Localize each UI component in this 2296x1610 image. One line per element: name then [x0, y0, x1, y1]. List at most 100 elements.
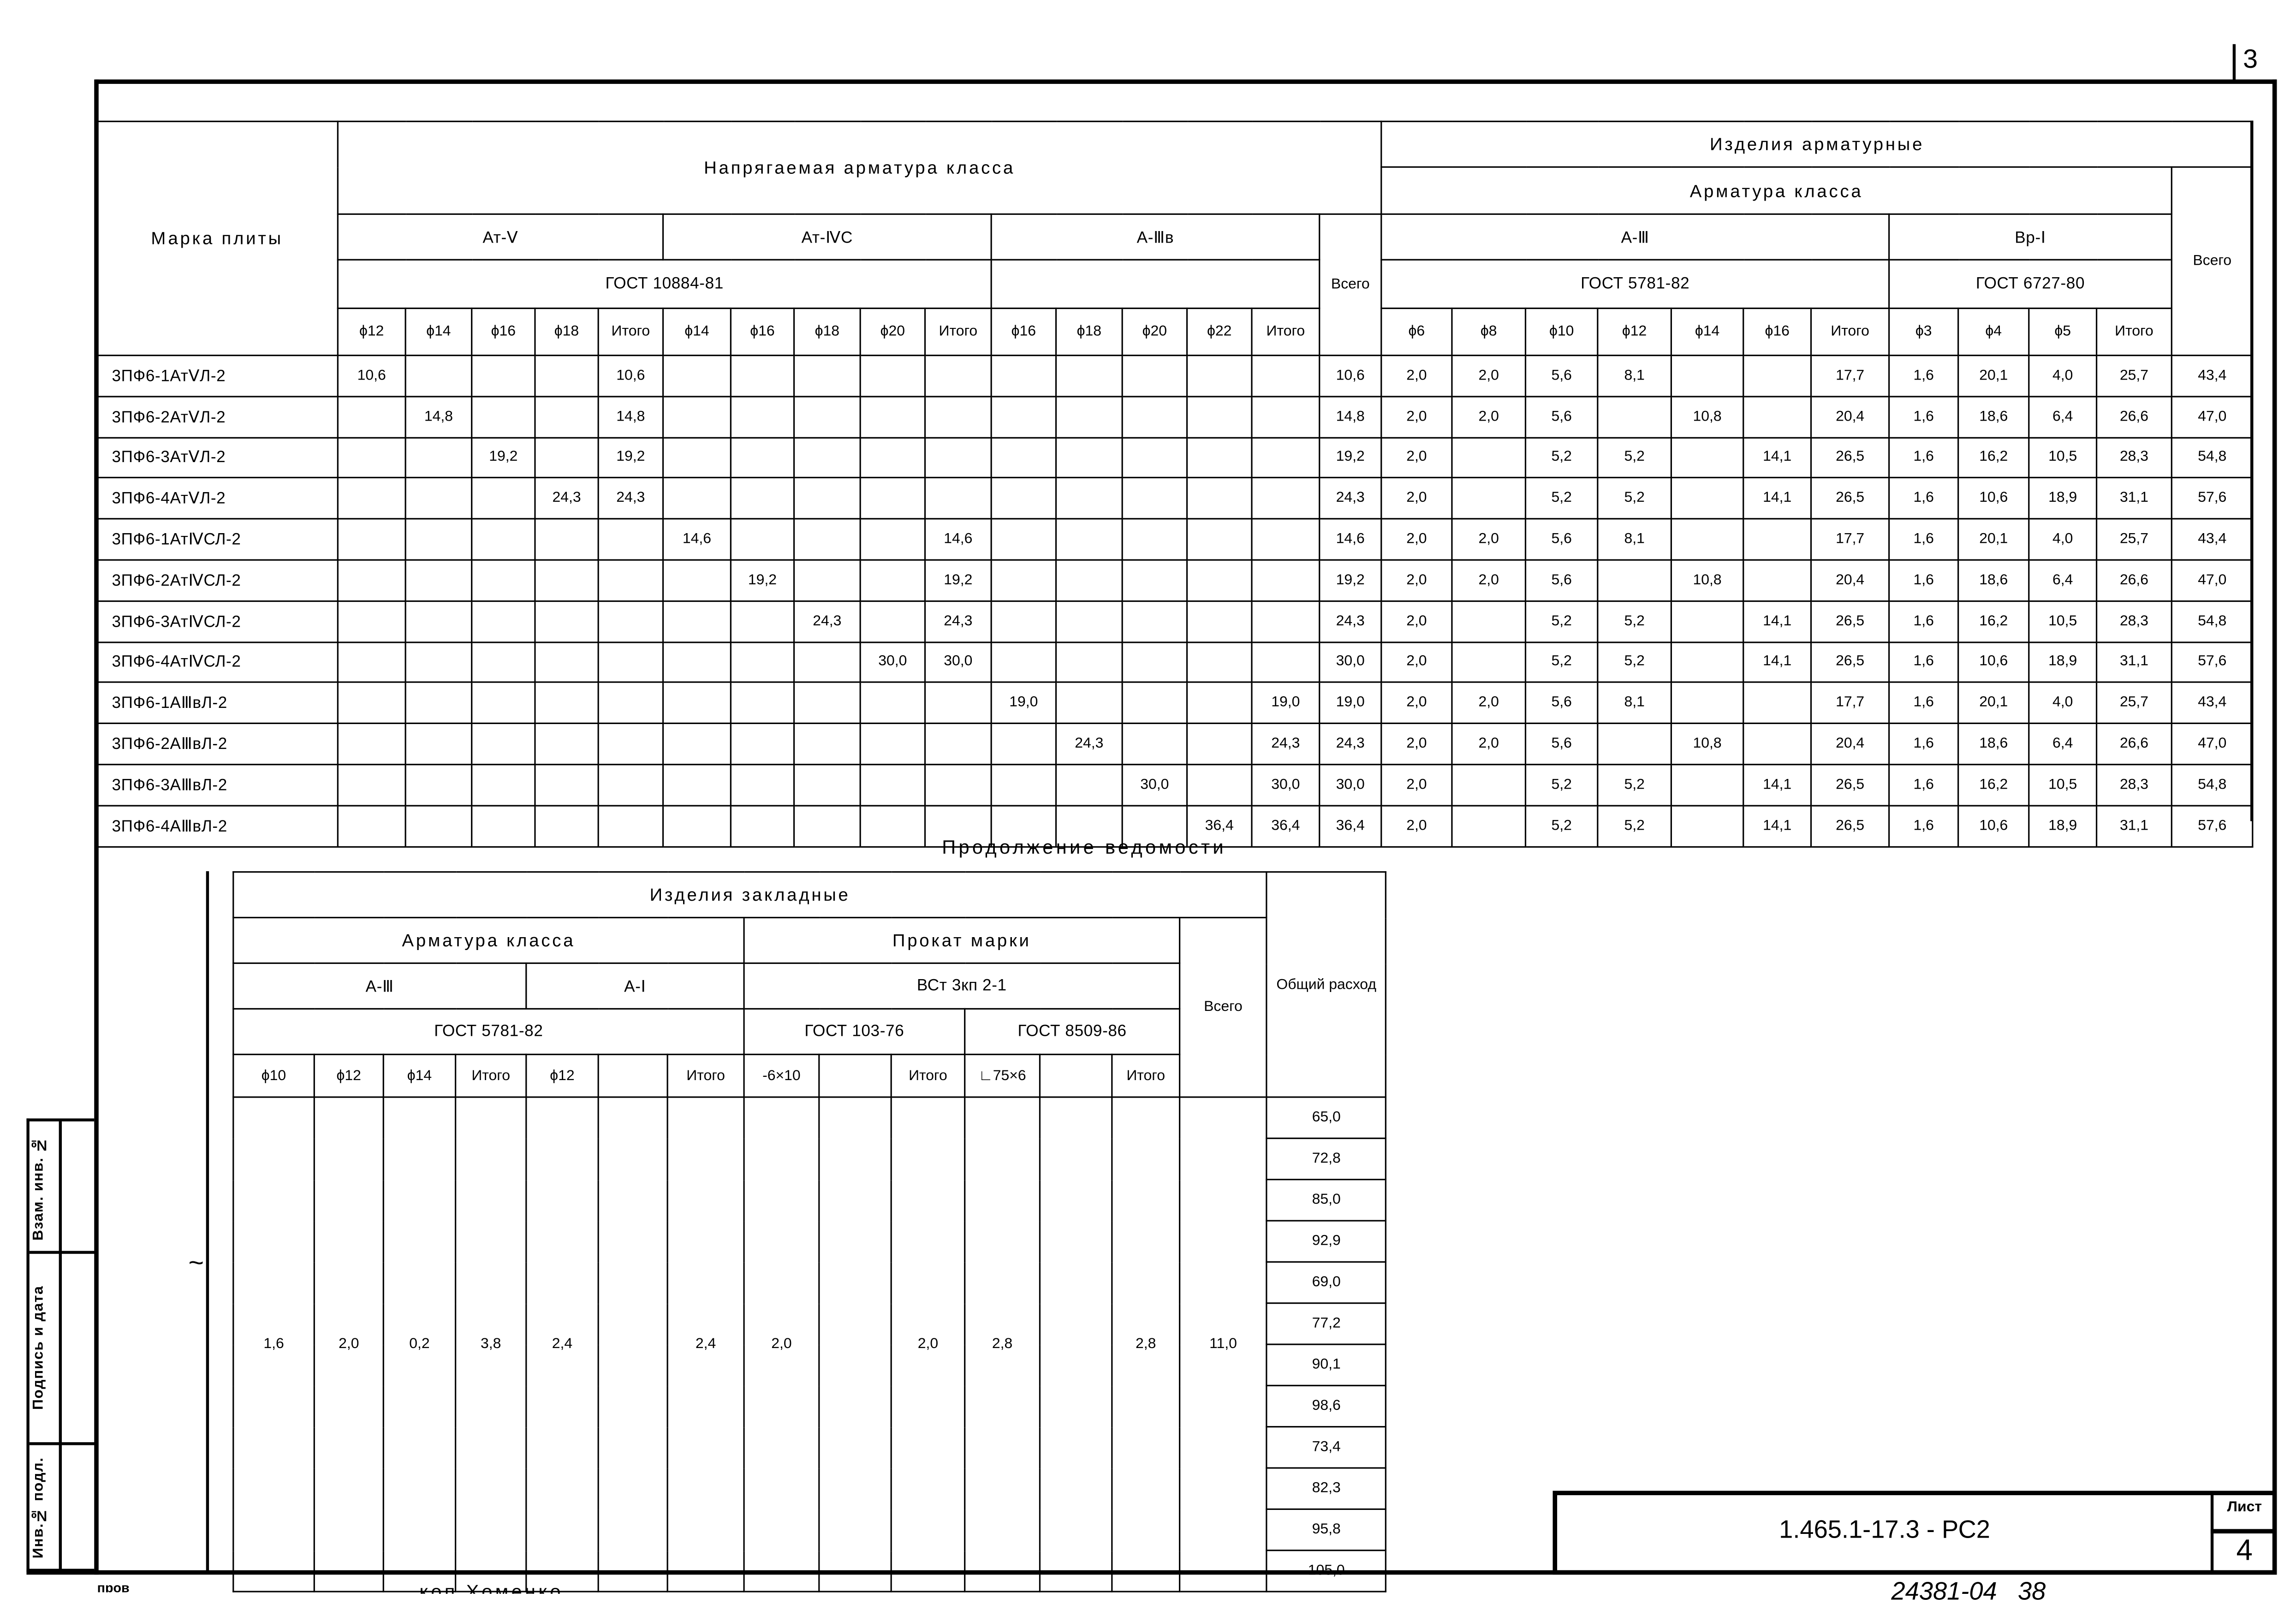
value-cell [662, 559, 732, 602]
diameter-header: Итого [1251, 307, 1320, 356]
value-cell [1186, 723, 1253, 766]
overall-value: 73,4 [1266, 1426, 1387, 1469]
value-cell [1121, 395, 1188, 438]
diameter-header: ϕ18 [1055, 307, 1123, 356]
embedded-items-table: Изделия закладные Общий расход Арматура кл… [232, 871, 1387, 1592]
diameter-header: Итого [597, 307, 664, 356]
value-cell [534, 436, 599, 479]
value-cell [597, 559, 664, 602]
value-cell: 4,0 [2028, 355, 2098, 397]
overall-value: 95,8 [1266, 1508, 1387, 1551]
gost-header: ГОСТ 5781-82 [1380, 259, 1890, 309]
prestressed-total-header: Всего [1319, 213, 1382, 356]
value-cell [597, 804, 664, 847]
value-cell: 5,2 [1597, 641, 1672, 683]
value-cell [471, 355, 536, 397]
value-cell [793, 764, 861, 806]
value-cell [404, 518, 473, 561]
footer-copied: коп Хоменко [419, 1580, 564, 1594]
value-cell: 10,8 [1670, 559, 1744, 602]
overall-value: 90,1 [1266, 1343, 1387, 1386]
value-cell [404, 600, 473, 643]
value-cell: 5,6 [1524, 355, 1599, 397]
value-cell [1186, 682, 1253, 725]
value-cell [404, 804, 473, 847]
value-cell: 2,0 [743, 1096, 820, 1592]
value-cell [534, 600, 599, 643]
value-cell: 26,5 [1810, 641, 1890, 683]
value-cell: 14,1 [1743, 804, 1812, 847]
value-cell: 26,6 [2096, 723, 2172, 766]
value-cell [662, 395, 732, 438]
value-cell [471, 764, 536, 806]
value-cell [471, 682, 536, 725]
value-cell: 5,2 [1597, 764, 1672, 806]
diameter-header: ϕ10 [1524, 307, 1599, 356]
header-row: Арматура класса Всего [96, 166, 2254, 356]
value-cell [859, 682, 926, 725]
value-cell [662, 477, 732, 520]
value-cell [337, 395, 406, 438]
value-cell: 24,3 [1055, 723, 1123, 766]
value-cell: 47,0 [2171, 723, 2254, 766]
value-cell [793, 477, 861, 520]
value-cell [730, 600, 795, 643]
value-cell [730, 477, 795, 520]
value-cell [597, 723, 664, 766]
value-cell [1451, 600, 1527, 643]
slab-mark: 3ПФ6-1АтⅣСЛ-2 [95, 518, 339, 561]
value-cell: 25,7 [2096, 682, 2172, 725]
value-cell: 47,0 [2171, 559, 2254, 602]
value-cell: 0,2 [382, 1096, 457, 1592]
column-header: Итого [666, 1053, 745, 1098]
column-header: -6×10 [743, 1053, 820, 1098]
footer-archive-number: 24381-04 38 [1891, 1577, 2046, 1606]
table-row: 3ПФ6-1АⅢвЛ-2 19,0 19,0 19,0 2,0 2,0 5,6 8,1 17,7… [95, 682, 2254, 725]
value-cell [1121, 600, 1188, 643]
column-header: Итого [455, 1053, 527, 1098]
value-cell [662, 682, 732, 725]
value-cell: 2,0 [1451, 518, 1527, 561]
diameter-header: ϕ14 [662, 307, 732, 356]
gost-header: ГОСТ 10884-81 [337, 259, 992, 309]
value-cell: 3,8 [455, 1096, 527, 1592]
value-cell: 2,0 [313, 1096, 384, 1592]
value-cell: 30,0 [1319, 764, 1382, 806]
value-cell [1743, 559, 1812, 602]
break-mark: ~ [188, 1248, 204, 1277]
value-cell [1251, 559, 1320, 602]
value-cell [597, 764, 664, 806]
column-header: ∟75×6 [964, 1053, 1041, 1098]
value-cell [1251, 436, 1320, 479]
value-cell [793, 436, 861, 479]
value-cell [1055, 355, 1123, 397]
value-cell: 36,4 [1251, 804, 1320, 847]
value-cell: 1,6 [232, 1096, 315, 1592]
value-cell: 1,6 [1888, 641, 1959, 683]
value-cell [1055, 436, 1123, 479]
value-cell: 30,0 [1319, 641, 1382, 683]
table-row: 3ПФ6-2АтⅣСЛ-2 19,2 19,2 19,2 2,0 2,0 5,6 10,8 20… [95, 559, 2254, 602]
sheet-number: 4 [2236, 1535, 2253, 1568]
fittings-class-title: Арматура класса [1380, 166, 2172, 215]
value-cell [1121, 682, 1188, 725]
value-cell: 17,7 [1810, 682, 1890, 725]
value-cell: 24,3 [1319, 723, 1382, 766]
value-cell: 57,6 [2171, 804, 2254, 847]
diameter-header: ϕ16 [1743, 307, 1812, 356]
value-cell: 19,2 [730, 559, 795, 602]
diameter-header: ϕ18 [534, 307, 599, 356]
value-cell: 20,1 [1957, 355, 2030, 397]
value-cell [793, 559, 861, 602]
value-cell: 28,3 [2096, 436, 2172, 479]
value-cell: 8,1 [1597, 682, 1672, 725]
diameter-header: ϕ5 [2028, 307, 2098, 356]
value-cell: 1,6 [1888, 764, 1959, 806]
value-cell: 19,2 [1319, 436, 1382, 479]
value-cell: 10,6 [597, 355, 664, 397]
overall-value: 105,0 [1266, 1550, 1387, 1592]
value-cell [1121, 355, 1188, 397]
value-cell: 1,6 [1888, 682, 1959, 725]
value-cell [1186, 436, 1253, 479]
gost-header: ГОСТ 103-76 [743, 1008, 966, 1055]
